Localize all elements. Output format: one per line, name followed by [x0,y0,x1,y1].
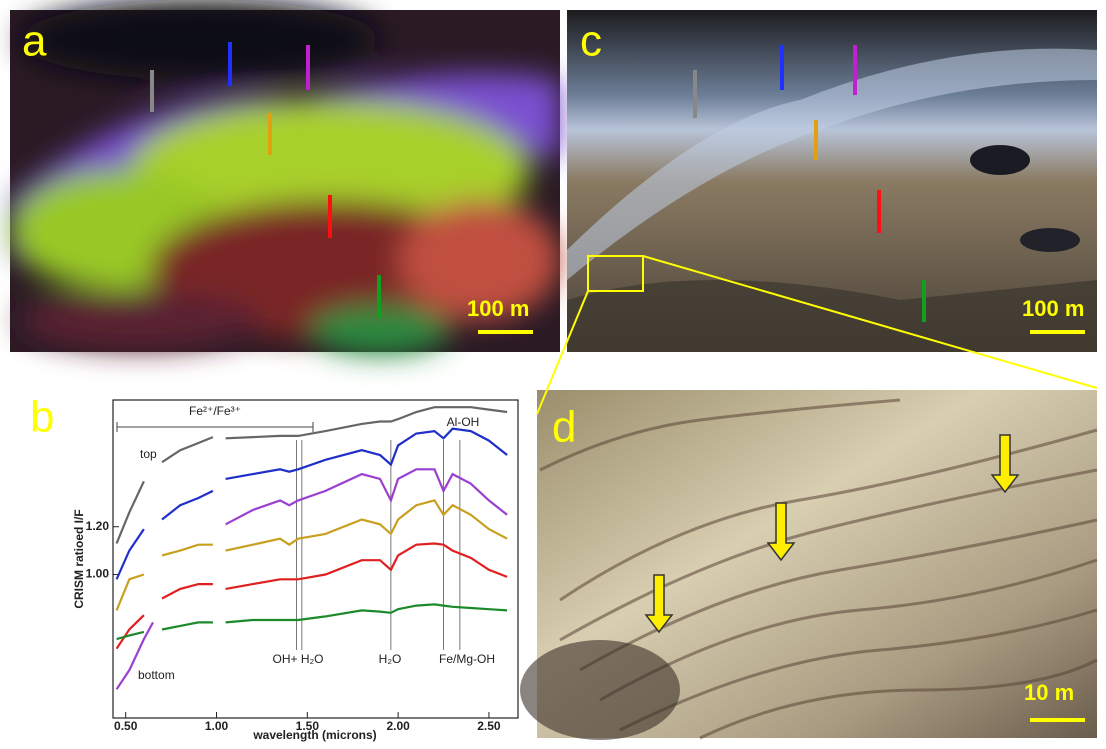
x-tick-label: 1.50 [296,719,320,733]
annotation: bottom [138,668,175,682]
annotation: OH+ H₂O [273,652,324,666]
x-tick-label: 1.00 [205,719,229,733]
panel-label: a [22,17,47,66]
panel-label: b [30,393,54,442]
spectrum [117,544,508,649]
annotation: Fe²⁺/Fe³⁺ [189,404,241,418]
y-tick-label: 1.00 [86,567,110,581]
scale-label: 10 m [1024,680,1074,705]
panel-c [567,10,1097,352]
y-tick-label: 1.20 [86,519,110,533]
bracket [117,422,313,432]
x-tick-label: 0.50 [114,719,138,733]
panel-d [520,390,1097,740]
x-tick-label: 2.50 [477,719,501,733]
scale-label: 100 m [467,296,529,321]
figure: a c d b 100 m 100 m 10 m wavelength (mic… [0,0,1106,744]
scale-label: 100 m [1022,296,1084,321]
spectrum [117,604,508,639]
spectrum [117,500,508,610]
panel-label: c [580,17,602,66]
y-axis-label: CRISM ratioed I/F [72,509,86,608]
x-tick-label: 2.00 [386,719,410,733]
annotation: top [140,447,157,461]
page: {"panels":{"a":{"label":"a","scale":"100… [0,0,1106,749]
panel-label: d [552,403,576,452]
annotation: H₂O [379,652,402,666]
annotation: Al-OH [447,415,480,429]
spectrum [117,429,508,580]
annotation: Fe/Mg-OH [439,652,495,666]
